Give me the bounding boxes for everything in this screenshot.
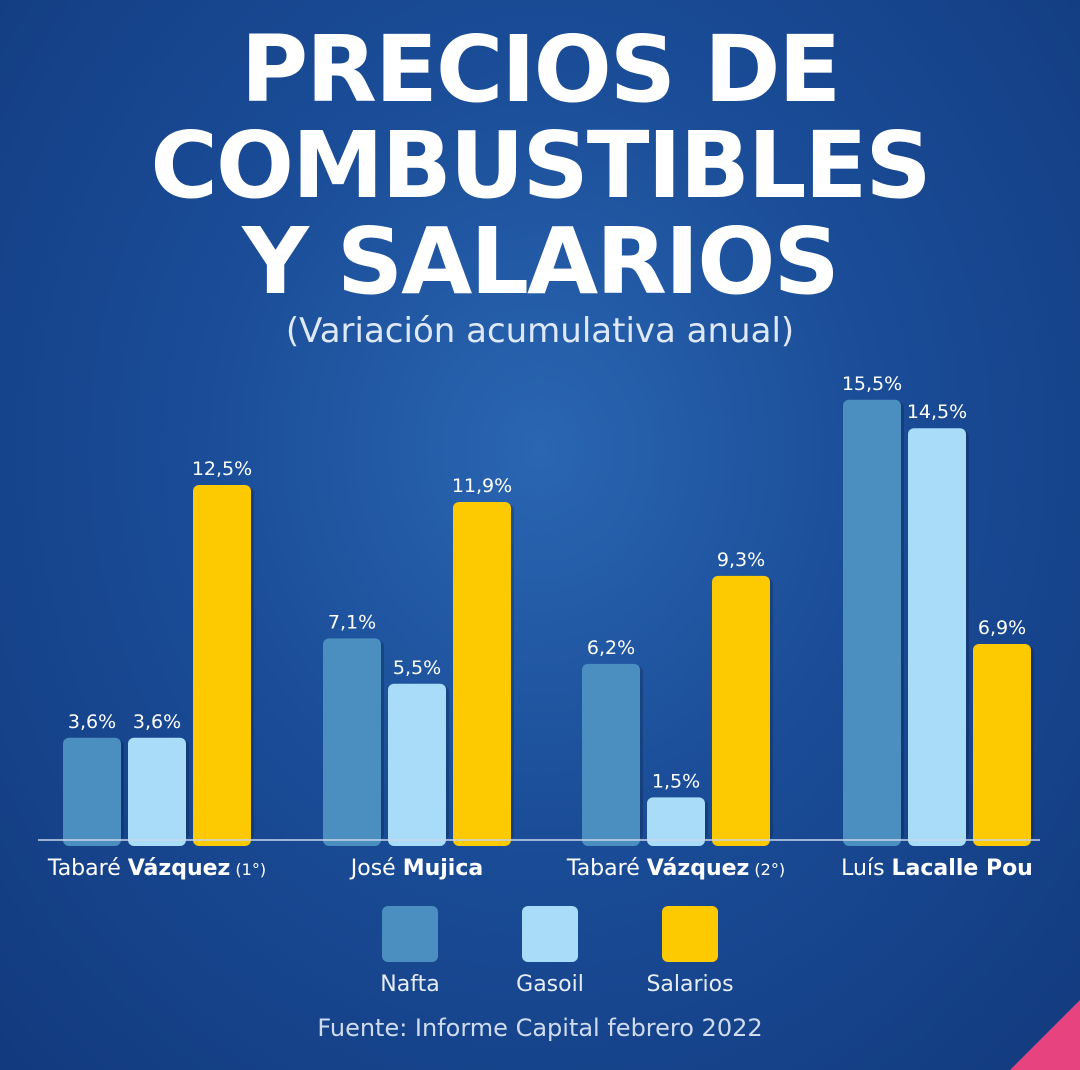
chart-title: PRECIOS DE COMBUSTIBLES Y SALARIOS xyxy=(0,22,1080,310)
legend-swatch-salarios xyxy=(662,906,718,962)
bar-nafta-2 xyxy=(323,638,381,846)
data-label-nafta-2: 7,1% xyxy=(328,611,376,633)
legend-item-gasoil: Gasoil xyxy=(480,906,620,997)
bar-salarios-4 xyxy=(973,644,1031,846)
legend-label-nafta: Nafta xyxy=(380,972,440,997)
category-label-3: Tabaré Vázquez (2°) xyxy=(566,856,785,881)
category-label-4: Luís Lacalle Pou xyxy=(841,856,1033,881)
title-line-1: PRECIOS DE xyxy=(240,16,842,123)
data-label-gasoil-1: 3,6% xyxy=(133,711,181,733)
category-label-2: José Mujica xyxy=(349,856,483,881)
legend-item-salarios: Salarios xyxy=(620,906,760,997)
data-label-nafta-4: 15,5% xyxy=(842,373,902,395)
data-label-nafta-3: 6,2% xyxy=(587,637,635,659)
bar-nafta-1 xyxy=(63,737,121,846)
bar-salarios-1 xyxy=(193,485,251,846)
corner-decoration xyxy=(1010,1000,1080,1070)
data-label-salarios-1: 12,5% xyxy=(192,458,252,480)
data-label-gasoil-2: 5,5% xyxy=(393,657,441,679)
title-line-2: COMBUSTIBLES xyxy=(150,112,931,219)
legend-item-nafta: Nafta xyxy=(340,906,480,997)
legend-label-gasoil: Gasoil xyxy=(516,972,584,997)
bar-salarios-2 xyxy=(453,502,511,846)
title-line-3: Y SALARIOS xyxy=(242,208,839,315)
source-note: Fuente: Informe Capital febrero 2022 xyxy=(317,1014,763,1042)
data-label-salarios-3: 9,3% xyxy=(717,549,765,571)
data-label-gasoil-3: 1,5% xyxy=(652,770,700,792)
category-label-1: Tabaré Vázquez (1°) xyxy=(47,856,266,881)
bar-nafta-3 xyxy=(582,663,640,846)
data-label-nafta-1: 3,6% xyxy=(68,711,116,733)
bar-nafta-4 xyxy=(843,399,901,846)
bar-salarios-3 xyxy=(712,575,770,846)
bar-gasoil-2 xyxy=(388,683,446,846)
bar-gasoil-4 xyxy=(908,428,966,846)
chart-subtitle: (Variación acumulativa anual) xyxy=(285,311,795,351)
legend-swatch-nafta xyxy=(382,906,438,962)
legend-swatch-gasoil xyxy=(522,906,578,962)
bar-gasoil-3 xyxy=(647,797,705,846)
legend-label-salarios: Salarios xyxy=(646,972,734,997)
data-label-gasoil-4: 14,5% xyxy=(907,401,967,423)
data-label-salarios-4: 6,9% xyxy=(978,617,1026,639)
bar-gasoil-1 xyxy=(128,737,186,846)
data-label-salarios-2: 11,9% xyxy=(452,475,512,497)
bar-chart: 3,6% 3,6% 12,5% Tabaré Vázquez (1°) 7,1% 5,5%… xyxy=(38,373,1040,881)
